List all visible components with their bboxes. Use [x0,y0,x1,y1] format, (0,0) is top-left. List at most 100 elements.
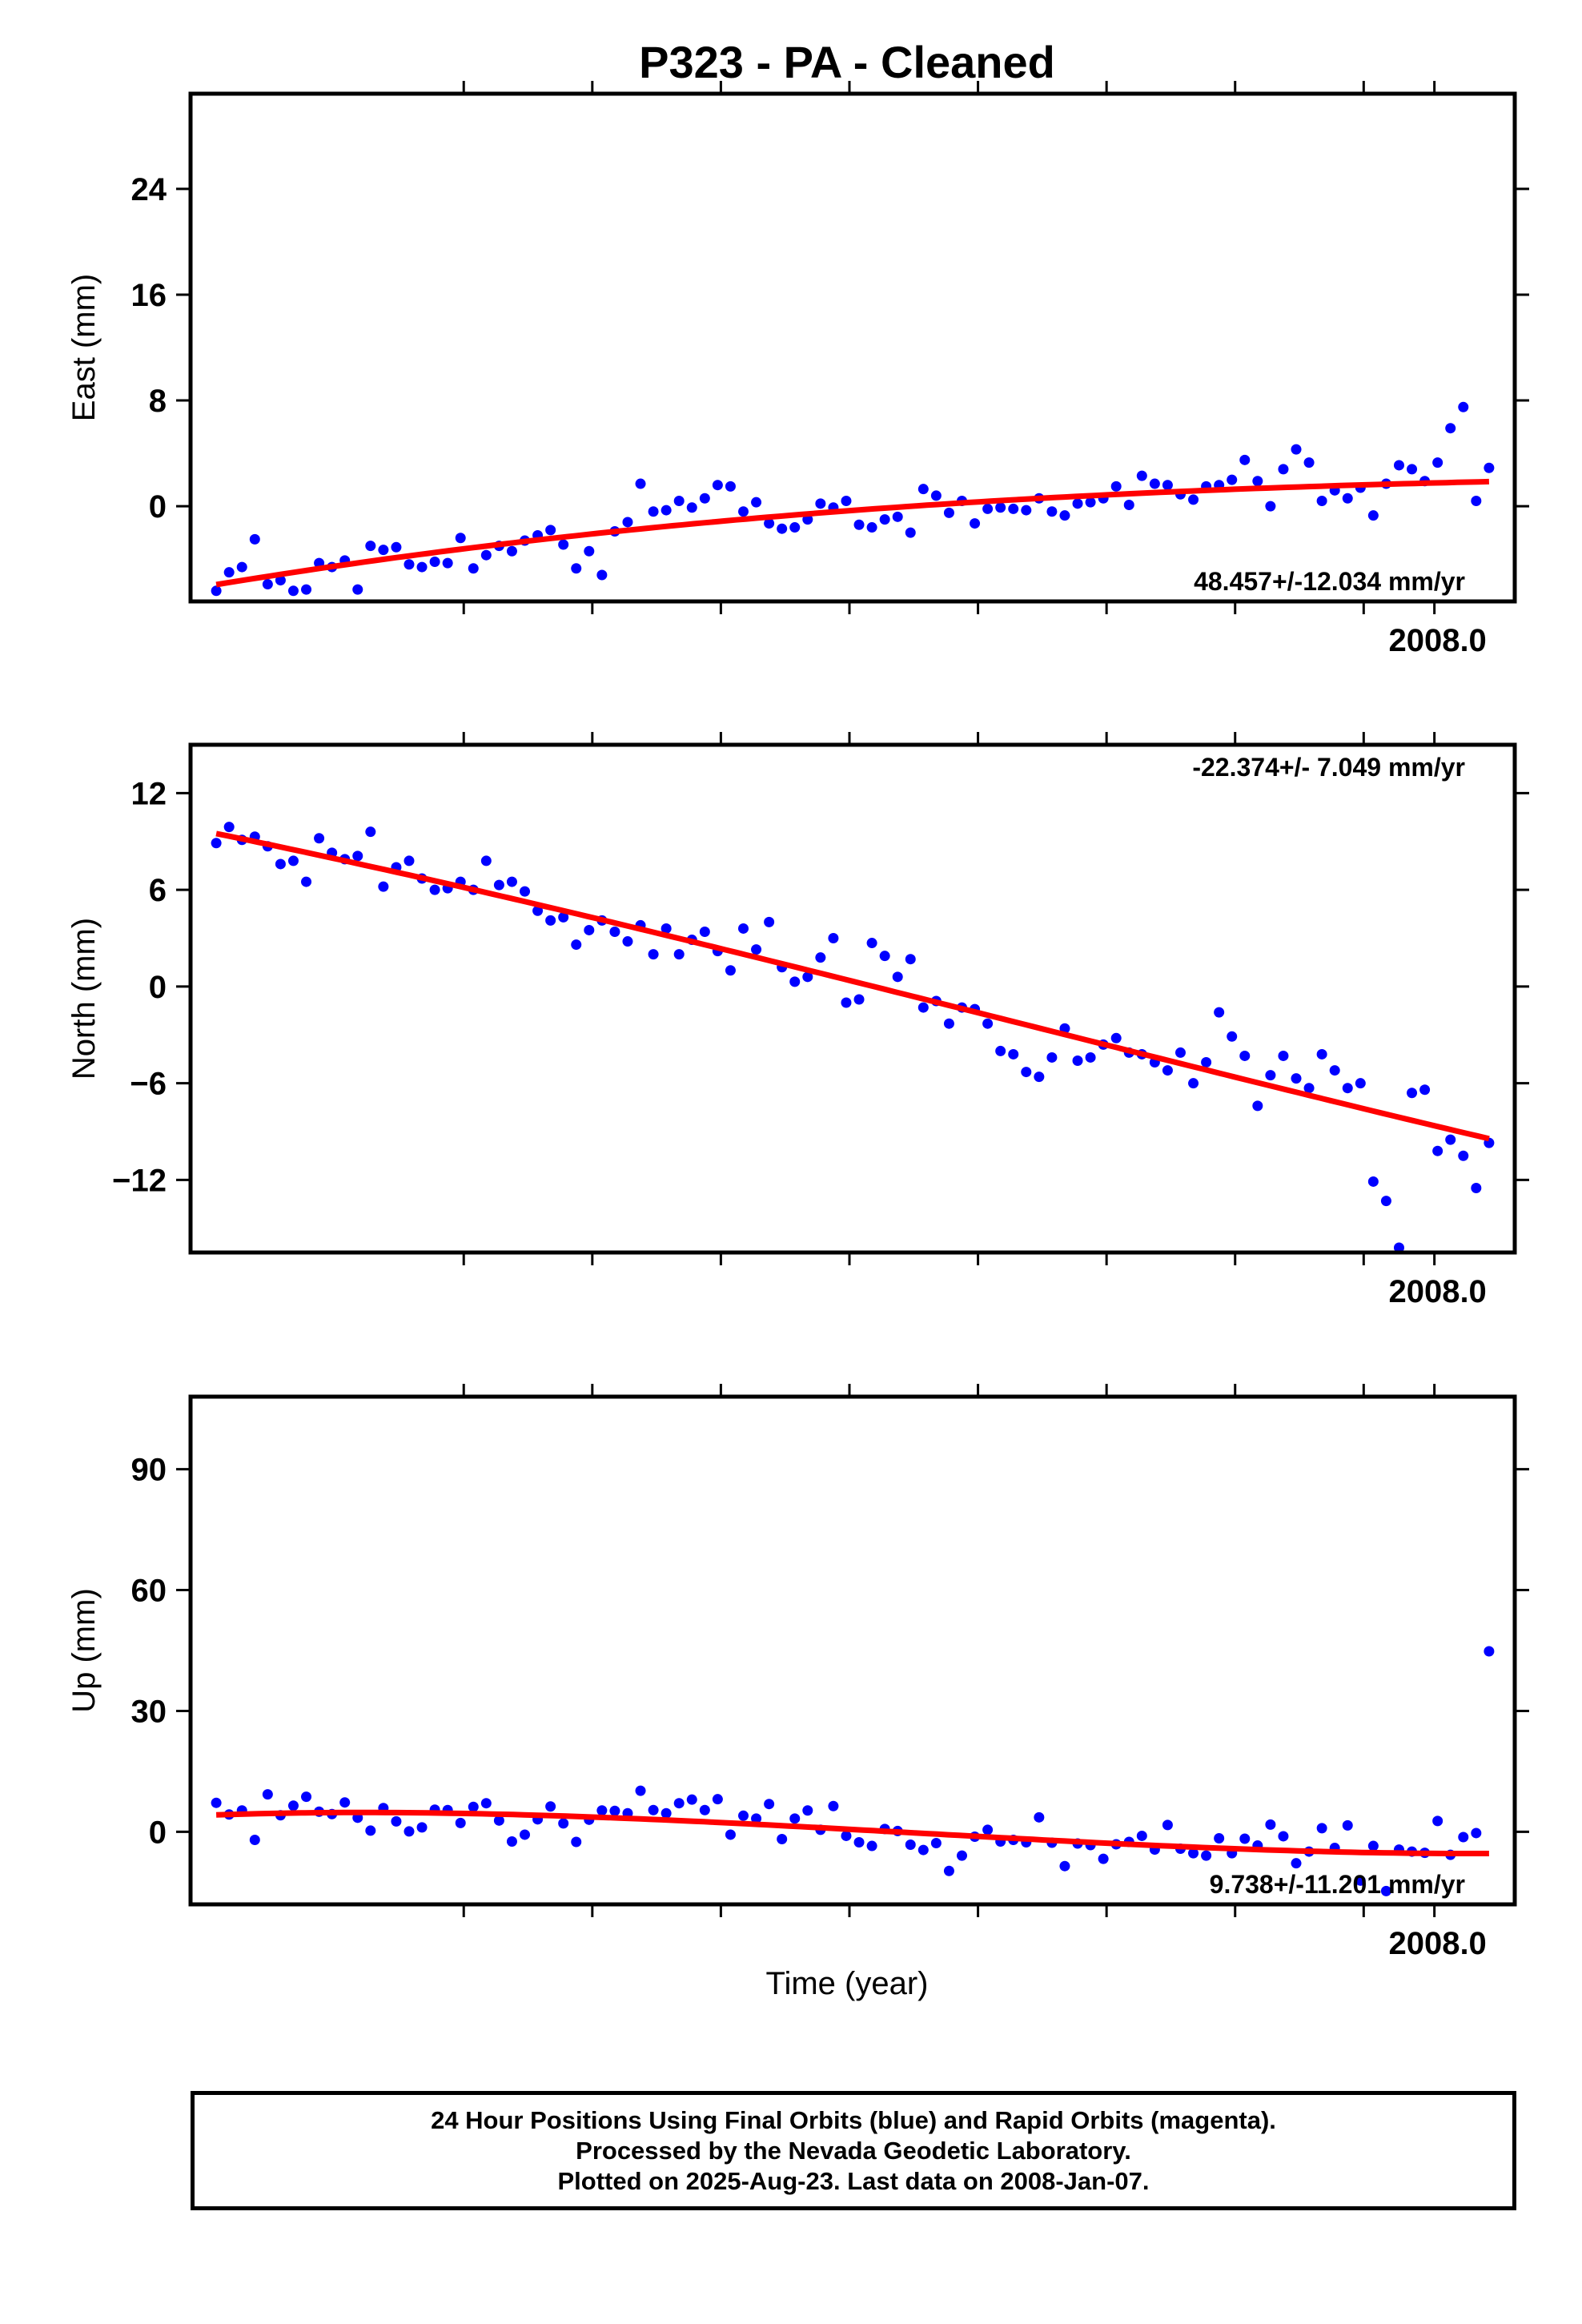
east-data-point [892,511,903,522]
east-data-point [1432,457,1443,468]
up-data-point [1034,1811,1045,1823]
north-data-point [1367,1176,1379,1187]
north-data-point [943,1018,954,1029]
up-data-point [262,1789,273,1800]
east-data-point [738,506,749,517]
up-data-point [699,1804,710,1815]
east-data-point [1046,506,1058,517]
east-ytick-label: 24 [131,172,167,207]
up-data-point [1201,1850,1212,1861]
north-data-point [1162,1065,1173,1076]
north-data-point [558,911,569,923]
up-data-point [1059,1860,1070,1872]
east-data-point [365,541,376,552]
north-data-point [429,884,440,895]
north-y-axis-label: North (mm) [66,918,102,1080]
north-ytick-label: 12 [131,776,167,811]
up-data-point [853,1837,865,1848]
north-data-point [1316,1048,1327,1059]
up-xtick-label: 2008.0 [1388,1926,1486,1961]
up-data-point [520,1829,531,1840]
east-data-point [211,585,222,597]
up-data-point [725,1829,736,1840]
east-data-point [275,575,286,586]
north-data-point [764,916,775,927]
north-data-point [1355,1078,1366,1089]
east-data-point [879,514,890,525]
east-data-point [777,523,788,534]
up-data-point [416,1822,428,1833]
north-data-point [211,838,222,849]
north-data-point [1214,1007,1225,1018]
up-data-point [1355,1875,1366,1886]
up-panel: 0 30 60 90 2008.0 Up (mm) 9.738+/-11.201 mm/yr [66,1384,1529,1961]
up-data-point [635,1785,646,1796]
east-data-point [596,569,608,581]
north-data-point [879,951,890,962]
up-data-point [1265,1819,1276,1830]
east-data-point [1162,480,1173,491]
up-data-point [249,1834,260,1845]
north-panel: −12 −6 0 6 12 2008.0 North (mm) -22.374+/- 7.04… [66,732,1529,1309]
up-data-point [287,1800,299,1811]
footer-line-2: Processed by the Nevada Geodetic Laborat… [576,2136,1131,2165]
north-data-point [378,881,389,892]
up-data-point [1162,1819,1173,1831]
up-data-point [339,1797,351,1808]
north-data-point [1239,1050,1251,1061]
east-data-point [404,559,415,570]
up-ytick-label: 90 [131,1453,167,1488]
north-data-point [905,954,916,965]
north-data-point [673,949,685,960]
north-data-point [1432,1145,1443,1156]
east-data-point [287,585,299,597]
up-data-point [480,1798,492,1809]
footer-box: 24 Hour Positions Using Final Orbits (bl… [191,2091,1516,2210]
up-data-point [930,1838,942,1849]
east-data-point [930,490,942,501]
east-data-point [917,484,929,495]
up-data-point [365,1825,376,1836]
north-data-point [648,949,659,960]
east-data-point [866,522,877,533]
up-data-point [686,1794,697,1805]
east-data-point [558,539,569,550]
up-data-point [1471,1827,1482,1839]
north-data-point [352,850,363,862]
east-data-point [1252,476,1263,487]
up-data-point [943,1865,954,1876]
up-data-point [455,1817,466,1828]
east-data-point [391,541,402,553]
east-xtick-label: 2008.0 [1388,623,1486,658]
east-data-point [236,561,247,573]
footer-line-1: 24 Hour Positions Using Final Orbits (bl… [431,2105,1276,2134]
north-data-point [1201,1057,1212,1068]
up-data-point [738,1810,749,1821]
north-ytick-label: −6 [130,1067,167,1102]
north-data-point [287,855,299,866]
east-data-point [725,480,736,492]
up-data-point [712,1794,723,1805]
north-data-point [815,952,826,963]
up-data-point [1188,1848,1199,1859]
north-data-point [1278,1050,1289,1061]
up-data-point [777,1833,788,1844]
north-data-point [609,926,620,937]
north-frame [188,742,1517,1255]
east-data-point [1123,499,1134,510]
up-data-point [1098,1853,1109,1864]
north-ytick-label: 0 [149,970,167,1005]
north-data-point [1458,1150,1469,1161]
east-data-point [455,533,466,544]
north-data-point [1227,1031,1238,1042]
north-data-point [1342,1083,1353,1094]
east-y-axis-label: East (mm) [66,274,102,421]
up-data-point [648,1804,659,1815]
east-data-point [506,545,517,557]
up-data-point [596,1805,608,1816]
north-data-point [1265,1070,1276,1081]
east-data-point [1021,505,1032,516]
up-data-point [751,1813,762,1824]
east-data-point [905,527,916,538]
east-data-point [764,518,775,529]
